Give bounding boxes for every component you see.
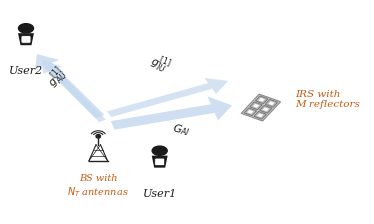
Polygon shape xyxy=(241,94,280,121)
Polygon shape xyxy=(255,96,268,104)
Polygon shape xyxy=(250,102,262,110)
Text: $g^{[1]}_{IU}$: $g^{[1]}_{IU}$ xyxy=(147,51,173,78)
FancyBboxPatch shape xyxy=(155,158,165,166)
Polygon shape xyxy=(268,101,275,105)
Polygon shape xyxy=(260,106,272,113)
Text: User1: User1 xyxy=(142,189,177,199)
Polygon shape xyxy=(18,33,34,45)
Polygon shape xyxy=(107,78,229,117)
Text: $g^{[1]}_{AU}$: $g^{[1]}_{AU}$ xyxy=(42,63,71,92)
Polygon shape xyxy=(42,60,106,122)
Polygon shape xyxy=(257,113,263,117)
Polygon shape xyxy=(244,108,257,116)
Text: BS with
$N_T$ antennas: BS with $N_T$ antennas xyxy=(67,174,129,199)
Circle shape xyxy=(96,135,101,138)
FancyBboxPatch shape xyxy=(21,36,31,43)
Circle shape xyxy=(152,146,167,155)
Polygon shape xyxy=(36,54,104,118)
Text: $G_{AI}$: $G_{AI}$ xyxy=(171,121,191,138)
Polygon shape xyxy=(263,107,269,111)
Polygon shape xyxy=(247,110,254,114)
Polygon shape xyxy=(254,112,266,119)
Polygon shape xyxy=(258,98,265,102)
Polygon shape xyxy=(265,99,278,107)
Text: IRS with
M reflectors: IRS with M reflectors xyxy=(295,90,360,110)
Circle shape xyxy=(18,24,34,33)
Polygon shape xyxy=(152,156,168,168)
Polygon shape xyxy=(111,97,232,130)
Text: User2: User2 xyxy=(9,66,43,76)
Polygon shape xyxy=(253,104,259,108)
